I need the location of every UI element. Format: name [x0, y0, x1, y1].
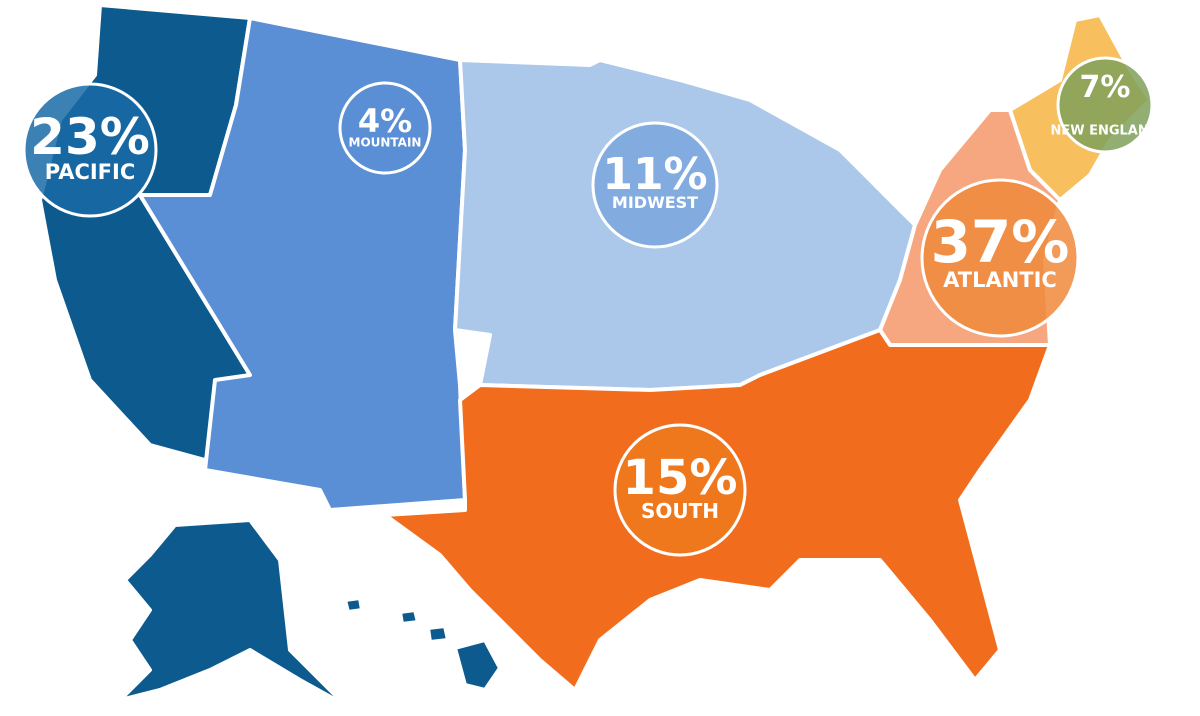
region-name: PACIFIC — [45, 160, 136, 184]
region-name: NEW ENGLAND — [1050, 124, 1159, 139]
region-name: MOUNTAIN — [349, 135, 422, 149]
region-shape — [426, 624, 450, 644]
region-name: SOUTH — [641, 499, 719, 523]
region-bubble — [1056, 56, 1154, 154]
region-bubble — [591, 121, 719, 249]
region-name: ATLANTIC — [943, 268, 1057, 292]
region-shape — [453, 638, 502, 692]
region-bubble — [920, 178, 1080, 338]
region-percent: 37% — [931, 208, 1070, 276]
region-name: MIDWEST — [612, 193, 698, 212]
region-shape — [118, 518, 347, 707]
region-bubble — [613, 423, 747, 557]
region-percent: 23% — [30, 108, 150, 166]
region-percent: 7% — [1080, 70, 1131, 105]
region-bubble — [22, 82, 158, 218]
region-percent: 4% — [358, 102, 412, 140]
region-shape — [398, 608, 420, 626]
region-percent: 11% — [602, 149, 707, 200]
region-percent: 15% — [623, 450, 738, 506]
region-bubbles: 23%PACIFIC 4%MOUNTAIN 11%MIDWEST 37%ATLANTI… — [22, 56, 1160, 557]
region-shape — [343, 596, 364, 614]
region-bubble — [338, 81, 432, 175]
region-shapes — [38, 3, 1152, 707]
